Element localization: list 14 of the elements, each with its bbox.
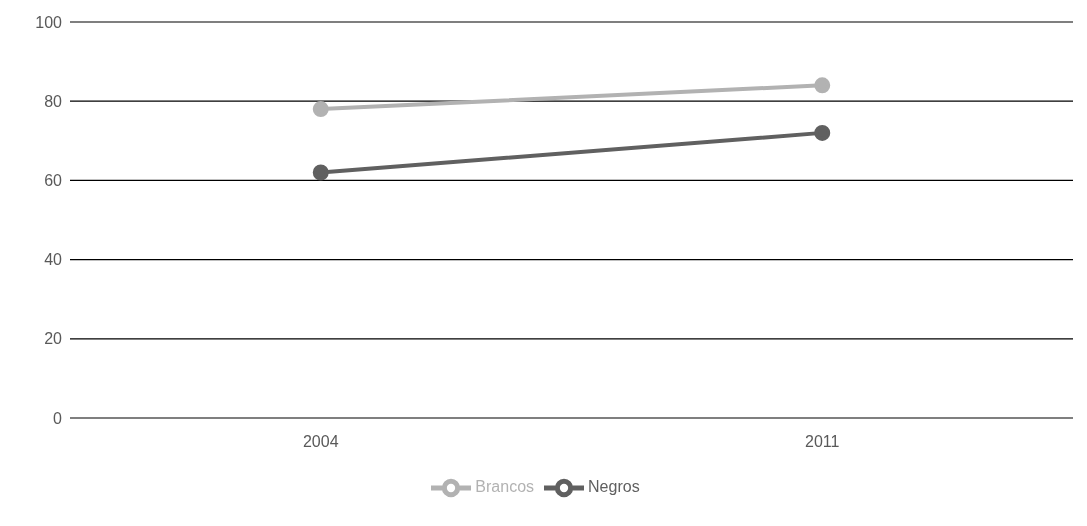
- legend-label: Negros: [588, 478, 640, 496]
- y-tick-label: 80: [44, 92, 63, 110]
- point: [312, 164, 329, 181]
- legend-label: Brancos: [475, 478, 535, 496]
- point: [814, 77, 831, 94]
- x-tick-label: 2011: [805, 433, 840, 451]
- point: [814, 124, 831, 141]
- point: [312, 101, 329, 118]
- y-tick-label: 100: [35, 13, 63, 31]
- x-tick-label: 2004: [302, 433, 339, 451]
- y-tick-label: 60: [44, 172, 63, 190]
- y-tick-label: 0: [53, 409, 63, 427]
- y-tick-label: 40: [44, 251, 63, 269]
- y-tick-label: 20: [44, 330, 63, 348]
